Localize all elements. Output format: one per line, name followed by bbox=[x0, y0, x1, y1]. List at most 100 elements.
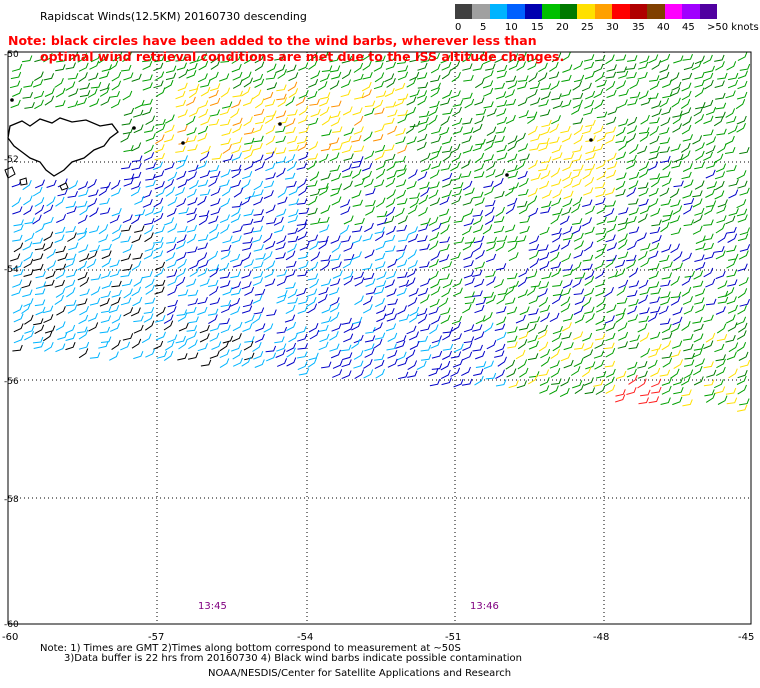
wind-barb bbox=[661, 244, 672, 253]
wind-barb bbox=[397, 114, 408, 124]
wind-barb bbox=[363, 369, 374, 379]
wind-barb bbox=[408, 233, 419, 243]
wind-barb bbox=[153, 213, 164, 223]
wind-barb bbox=[409, 54, 420, 63]
wind-barb bbox=[453, 378, 464, 388]
wind-barb bbox=[519, 306, 530, 316]
wind-barb bbox=[429, 197, 441, 207]
wind-barb bbox=[276, 343, 287, 352]
wind-barb bbox=[559, 215, 570, 225]
lat-label: -50 bbox=[4, 50, 19, 60]
wind-barb bbox=[717, 395, 728, 405]
wind-barb bbox=[153, 250, 164, 259]
wind-barb bbox=[694, 180, 705, 190]
wind-barb bbox=[242, 218, 254, 226]
wind-barb bbox=[177, 353, 188, 361]
wind-barb bbox=[77, 200, 88, 208]
wind-barb bbox=[670, 323, 681, 333]
wind-barb bbox=[508, 280, 519, 289]
wind-barb bbox=[131, 260, 142, 271]
wind-barb bbox=[484, 206, 495, 217]
wind-barb bbox=[65, 342, 76, 351]
wind-barb bbox=[505, 186, 515, 197]
wind-barb bbox=[515, 314, 526, 324]
wind-barb bbox=[318, 341, 329, 351]
wind-barb bbox=[483, 154, 494, 162]
wind-barb bbox=[141, 333, 152, 344]
wind-barb bbox=[583, 187, 594, 196]
wind-barb bbox=[286, 347, 296, 358]
wind-barb bbox=[660, 279, 671, 287]
wind-barb bbox=[166, 243, 177, 253]
wind-barb bbox=[10, 99, 21, 109]
wind-barb bbox=[210, 170, 221, 178]
wind-barb bbox=[286, 321, 297, 332]
wind-barb bbox=[595, 269, 605, 280]
wind-barb bbox=[452, 287, 463, 297]
wind-barb bbox=[364, 343, 375, 352]
wind-barb bbox=[648, 270, 659, 280]
wind-barb bbox=[618, 331, 629, 341]
wind-barb bbox=[453, 216, 465, 223]
wind-barb bbox=[374, 226, 385, 234]
wind-barb bbox=[32, 79, 44, 88]
wind-barb bbox=[252, 313, 262, 324]
wind-barb bbox=[241, 71, 252, 81]
wind-barb bbox=[298, 368, 310, 376]
wind-barb bbox=[726, 116, 737, 124]
wind-barb bbox=[110, 179, 121, 190]
wind-barb bbox=[22, 241, 33, 251]
wind-barb bbox=[123, 173, 135, 181]
wind-barb bbox=[528, 159, 538, 170]
wind-barb bbox=[143, 307, 155, 314]
wind-barb bbox=[727, 125, 738, 135]
wind-barb bbox=[660, 171, 671, 178]
wind-barb bbox=[46, 196, 56, 207]
wind-barb bbox=[406, 325, 417, 335]
wind-barb bbox=[605, 81, 616, 91]
wind-barb bbox=[560, 296, 571, 307]
wind-barb bbox=[353, 350, 364, 360]
wind-barb bbox=[420, 152, 431, 162]
wind-barb bbox=[673, 180, 684, 188]
wind-barb bbox=[188, 339, 198, 350]
wind-barb bbox=[252, 342, 262, 352]
wind-barb bbox=[474, 197, 485, 206]
wind-barb bbox=[571, 225, 582, 235]
wind-barb bbox=[65, 324, 76, 334]
wind-barb bbox=[353, 145, 365, 153]
wind-barb bbox=[683, 369, 694, 379]
wind-barb bbox=[32, 214, 42, 225]
wind-barb bbox=[604, 208, 615, 218]
wind-barb bbox=[628, 267, 639, 278]
wind-barb bbox=[341, 317, 352, 325]
wind-barb bbox=[111, 232, 122, 242]
wind-barb bbox=[637, 370, 648, 379]
wind-barb bbox=[386, 288, 397, 297]
wind-barb bbox=[650, 306, 661, 314]
wind-barb bbox=[671, 81, 682, 91]
wind-barb bbox=[332, 126, 343, 133]
wind-barb bbox=[362, 233, 373, 242]
wind-barb bbox=[451, 173, 462, 181]
wind-barb bbox=[527, 61, 538, 71]
wind-barb bbox=[264, 99, 276, 107]
wind-barb bbox=[551, 378, 562, 385]
wind-barb bbox=[440, 54, 451, 64]
wind-barb bbox=[736, 115, 747, 125]
wind-barb bbox=[627, 361, 638, 370]
wind-barb bbox=[143, 250, 154, 260]
wind-barb bbox=[659, 146, 670, 154]
wind-barb bbox=[307, 273, 319, 281]
wind-barb bbox=[277, 69, 287, 79]
wind-barb bbox=[693, 323, 704, 332]
wind-barb bbox=[318, 182, 329, 190]
wind-barb bbox=[22, 289, 33, 298]
wind-barb bbox=[431, 350, 443, 359]
wind-barb bbox=[606, 89, 617, 98]
wind-barb bbox=[395, 251, 405, 262]
wind-barb bbox=[364, 222, 374, 233]
wind-barb bbox=[77, 298, 88, 306]
wind-barb bbox=[166, 208, 177, 218]
wind-barb bbox=[361, 81, 372, 92]
